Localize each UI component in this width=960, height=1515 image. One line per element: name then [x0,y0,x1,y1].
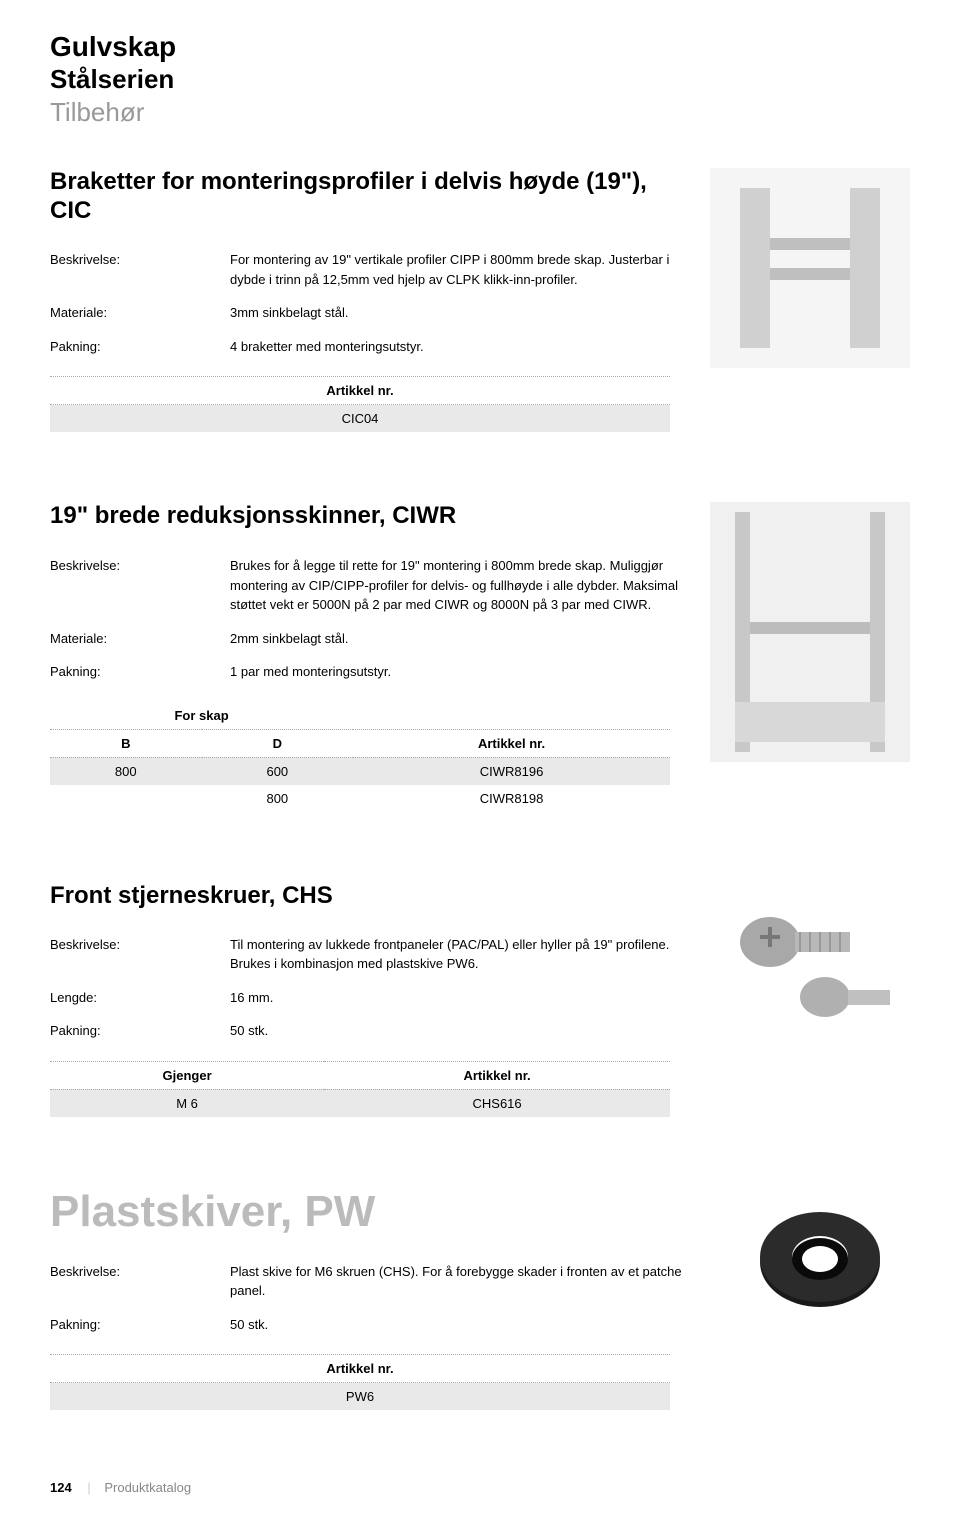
footer-page-number: 124 [50,1480,72,1495]
product-image [710,502,910,811]
spec-label: Pakning: [50,337,230,357]
table-col-header: D [202,729,354,757]
spec-label: Beskrivelse: [50,1262,230,1301]
spec-value: 50 stk. [230,1315,690,1335]
spec-label: Beskrivelse: [50,250,230,289]
spec-value: For montering av 19" vertikale profiler … [230,250,690,289]
rail-image-icon [710,502,910,762]
section-braketter: Braketter for monteringsprofiler i delvi… [50,168,910,433]
page-title: Gulvskap [50,30,910,64]
article-table: Artikkel nr. CIC04 [50,376,670,432]
table-row: M 6 CHS616 [50,1089,670,1117]
spec-value: 2mm sinkbelagt stål. [230,629,690,649]
table-cell: CIWR8198 [353,785,670,812]
footer-label: Produktkatalog [104,1480,191,1495]
article-table: Artikkel nr. PW6 [50,1354,670,1410]
table-cell: 800 [202,785,354,812]
spec-label: Materiale: [50,629,230,649]
spec-label: Lengde: [50,988,230,1008]
table-cell: CIWR8196 [353,757,670,785]
spec-label: Beskrivelse: [50,556,230,615]
spec-label: Pakning: [50,1021,230,1041]
section-stjerneskruer: Front stjerneskruer, CHS Beskrivelse: Ti… [50,882,910,1117]
spec-value: 50 stk. [230,1021,690,1041]
spec-row: Lengde: 16 mm. [50,988,690,1008]
table-cell: CHS616 [324,1089,670,1117]
section-content: Plastskiver, PW Beskrivelse: Plast skive… [50,1187,690,1411]
table-cell: 800 [50,757,202,785]
page-footer: 124 | Produktkatalog [50,1480,910,1495]
table-row: 800 CIWR8198 [50,785,670,812]
table-cell [50,785,202,812]
washer-image-icon [710,1187,910,1327]
article-table: For skap B D Artikkel nr. 800 600 CIWR81… [50,702,670,812]
spec-row: Pakning: 4 braketter med monteringsutsty… [50,337,690,357]
spec-value: 3mm sinkbelagt stål. [230,303,690,323]
table-col-header: Gjenger [50,1061,324,1089]
table-cell: 600 [202,757,354,785]
spec-label: Materiale: [50,303,230,323]
spec-row: Pakning: 50 stk. [50,1315,690,1335]
section-content: Front stjerneskruer, CHS Beskrivelse: Ti… [50,882,690,1117]
article-table: Gjenger Artikkel nr. M 6 CHS616 [50,1061,670,1117]
table-row: CIC04 [50,405,670,432]
spec-row: Beskrivelse: Plast skive for M6 skruen (… [50,1262,690,1301]
product-image [710,1187,910,1411]
page-subtitle: Stålserien [50,64,910,95]
page-category: Tilbehør [50,97,910,128]
section-reduksjonsskinner: 19" brede reduksjonsskinner, CIWR Beskri… [50,502,910,811]
section-title: Front stjerneskruer, CHS [50,882,690,910]
section-content: Braketter for monteringsprofiler i delvi… [50,168,690,433]
spec-label: Beskrivelse: [50,935,230,974]
table-col-header: B [50,729,202,757]
spec-row: Beskrivelse: For montering av 19" vertik… [50,250,690,289]
spec-row: Pakning: 50 stk. [50,1021,690,1041]
spec-value: 16 mm. [230,988,690,1008]
screw-image-icon [710,882,910,1022]
section-title: Plastskiver, PW [50,1187,690,1237]
section-content: 19" brede reduksjonsskinner, CIWR Beskri… [50,502,690,811]
spec-value: 4 braketter med monteringsutstyr. [230,337,690,357]
spec-label: Pakning: [50,662,230,682]
spec-value: Plast skive for M6 skruen (CHS). For å f… [230,1262,690,1301]
section-title: Braketter for monteringsprofiler i delvi… [50,168,690,226]
spec-row: Materiale: 3mm sinkbelagt stål. [50,303,690,323]
table-header: Artikkel nr. [50,1354,670,1383]
table-row: PW6 [50,1383,670,1410]
spec-row: Beskrivelse: Til montering av lukkede fr… [50,935,690,974]
footer-separator: | [87,1480,90,1495]
spec-label: Pakning: [50,1315,230,1335]
table-group-header: For skap [50,702,353,730]
section-title: 19" brede reduksjonsskinner, CIWR [50,502,690,531]
product-image [710,882,910,1117]
table-cell: M 6 [50,1089,324,1117]
spec-value: Brukes for å legge til rette for 19" mon… [230,556,690,615]
bracket-image-icon [710,168,910,368]
spec-value: Til montering av lukkede frontpaneler (P… [230,935,690,974]
table-header: Artikkel nr. [50,376,670,405]
table-col-header: Artikkel nr. [353,729,670,757]
spec-row: Beskrivelse: Brukes for å legge til rett… [50,556,690,615]
table-col-header: Artikkel nr. [324,1061,670,1089]
spec-row: Materiale: 2mm sinkbelagt stål. [50,629,690,649]
spec-row: Pakning: 1 par med monteringsutstyr. [50,662,690,682]
product-image [710,168,910,433]
spec-value: 1 par med monteringsutstyr. [230,662,690,682]
section-plastskiver: Plastskiver, PW Beskrivelse: Plast skive… [50,1187,910,1411]
table-row: 800 600 CIWR8196 [50,757,670,785]
